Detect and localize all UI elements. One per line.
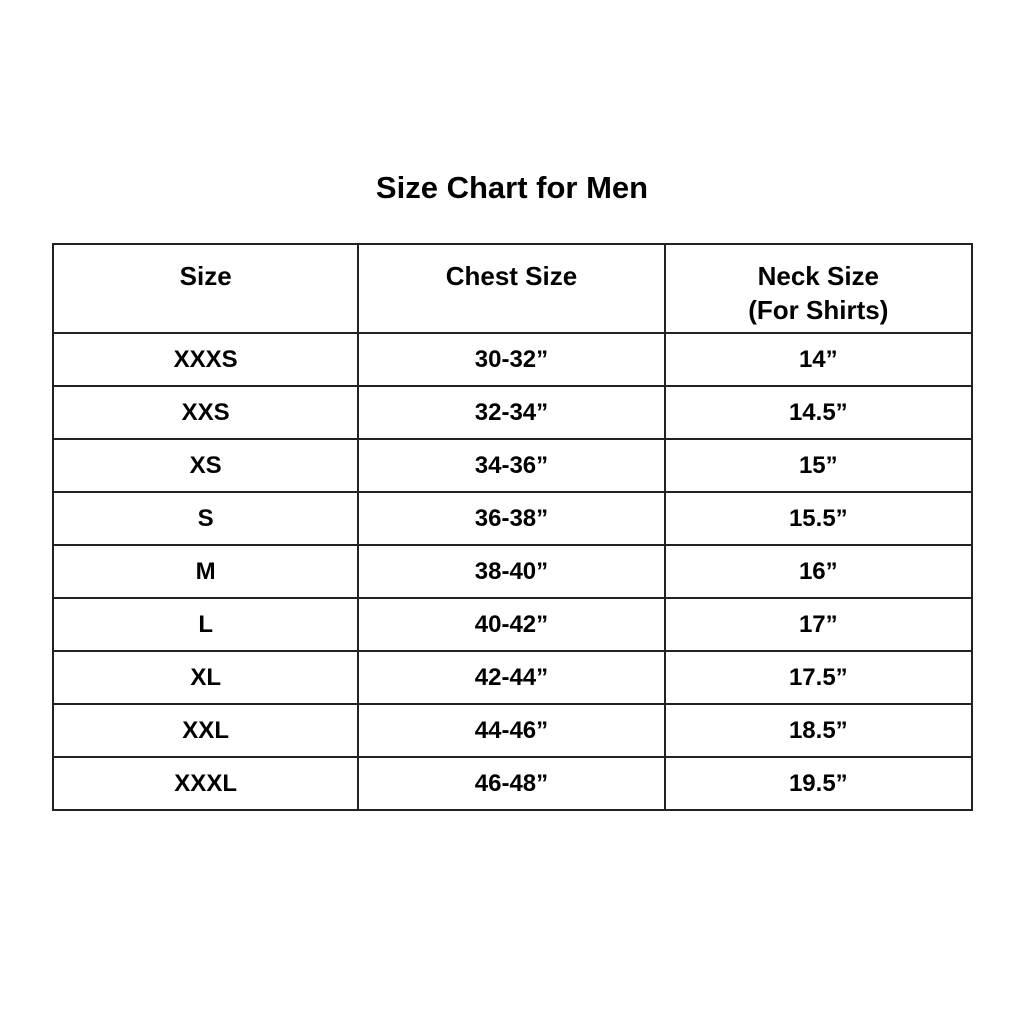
chest-size-cell: 32-34” [357, 385, 666, 440]
header-row: Size Chest Size Neck Size (For Shirts) [51, 243, 974, 334]
header-size: Size [51, 243, 360, 334]
size-cell: M [51, 544, 360, 599]
size-cell: XL [51, 650, 360, 705]
chest-size-cell: 36-38” [357, 491, 666, 546]
chest-size-cell: 46-48” [357, 756, 666, 811]
size-cell: XXXS [51, 332, 360, 387]
neck-size-cell: 18.5” [663, 703, 974, 758]
table-row: M 38-40” 16” [51, 544, 974, 599]
size-cell: L [51, 597, 360, 652]
neck-size-cell: 15” [663, 438, 974, 493]
table-row: XXXS 30-32” 14” [51, 332, 974, 387]
size-cell: XS [51, 438, 360, 493]
header-neck-size-note: (For Shirts) [748, 295, 889, 325]
table-row: XXS 32-34” 14.5” [51, 385, 974, 440]
neck-size-cell: 16” [663, 544, 974, 599]
page-title: Size Chart for Men [375, 170, 649, 205]
neck-size-cell: 17” [663, 597, 974, 652]
size-cell: XXS [51, 385, 360, 440]
chest-size-cell: 38-40” [357, 544, 666, 599]
neck-size-cell: 19.5” [663, 756, 974, 811]
size-cell: S [51, 491, 360, 546]
header-neck-size-label: Neck Size [757, 261, 880, 291]
chest-size-cell: 30-32” [357, 332, 666, 387]
header-chest-size: Chest Size [357, 243, 666, 334]
table-row: XL 42-44” 17.5” [51, 650, 974, 705]
table-row: XXL 44-46” 18.5” [51, 703, 974, 758]
size-cell: XXL [51, 703, 360, 758]
table-row: XS 34-36” 15” [51, 438, 974, 493]
neck-size-cell: 14” [663, 332, 974, 387]
size-cell: XXXL [51, 756, 360, 811]
chest-size-cell: 42-44” [357, 650, 666, 705]
neck-size-cell: 17.5” [663, 650, 974, 705]
header-neck-size: Neck Size (For Shirts) [663, 243, 974, 334]
neck-size-cell: 14.5” [663, 385, 974, 440]
table-row: S 36-38” 15.5” [51, 491, 974, 546]
size-chart-table: Size Chest Size Neck Size (For Shirts) XX… [51, 243, 974, 811]
table-row: XXXL 46-48” 19.5” [51, 756, 974, 811]
table-row: L 40-42” 17” [51, 597, 974, 652]
chest-size-cell: 40-42” [357, 597, 666, 652]
neck-size-cell: 15.5” [663, 491, 974, 546]
chest-size-cell: 44-46” [357, 703, 666, 758]
chest-size-cell: 34-36” [357, 438, 666, 493]
